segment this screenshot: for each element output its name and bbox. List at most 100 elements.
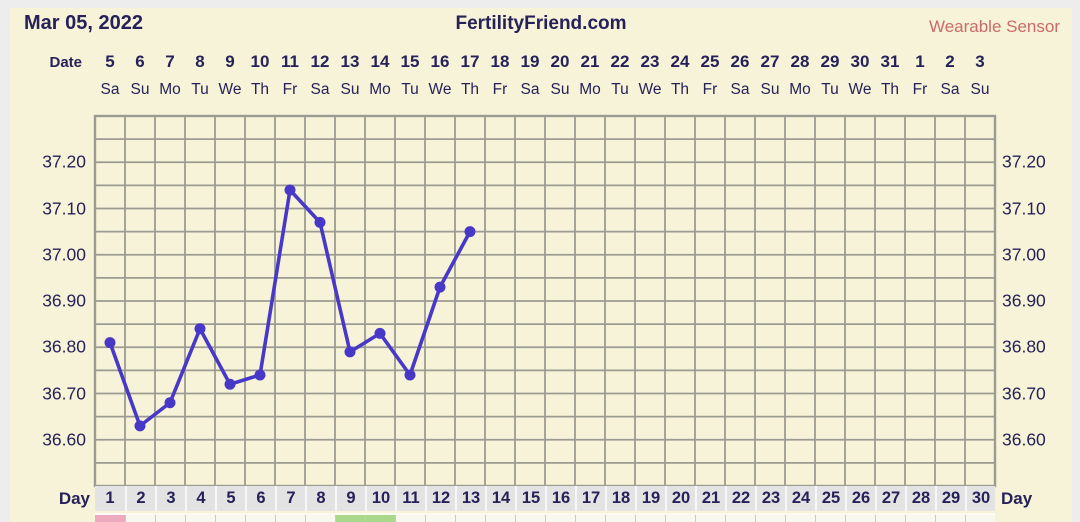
cycle-day-band: 1 2 3 4 5 6 7 8 9 10 11 12 13 14 15 16 17 18 19 20 21 22 23 24 2…: [95, 486, 995, 511]
day-cell[interactable]: 21: [695, 486, 725, 511]
day-cell[interactable]: 12: [425, 486, 455, 511]
phase-cell[interactable]: [275, 515, 305, 522]
day-cell[interactable]: 22: [725, 486, 755, 511]
weekday-label: Fr: [282, 81, 298, 98]
phase-cell[interactable]: [845, 515, 875, 522]
date-label: 18: [490, 52, 510, 71]
day-cell[interactable]: 3: [155, 486, 185, 511]
weekday-label: Mo: [579, 81, 601, 98]
phase-cell[interactable]: [515, 515, 545, 522]
phase-cell[interactable]: [635, 515, 665, 522]
day-cell[interactable]: 30: [965, 486, 995, 511]
day-cell[interactable]: 26: [845, 486, 875, 511]
data-point[interactable]: [314, 216, 326, 228]
phase-cell[interactable]: [185, 515, 215, 522]
phase-cell[interactable]: [365, 515, 395, 522]
day-cell[interactable]: 2: [125, 486, 155, 511]
day-cell[interactable]: 27: [875, 486, 905, 511]
date-label: 24: [670, 52, 690, 71]
weekday-label: Sa: [940, 81, 960, 98]
day-cell[interactable]: 16: [545, 486, 575, 511]
phase-cell[interactable]: [725, 515, 755, 522]
day-cell[interactable]: 18: [605, 486, 635, 511]
day-cell[interactable]: 23: [755, 486, 785, 511]
phase-cell[interactable]: [755, 515, 785, 522]
date-label: 28: [790, 52, 810, 71]
phase-cell[interactable]: [695, 515, 725, 522]
phase-cell[interactable]: [935, 515, 965, 522]
day-cell[interactable]: 10: [365, 486, 395, 511]
data-point[interactable]: [284, 184, 296, 196]
day-cell[interactable]: 19: [635, 486, 665, 511]
data-point[interactable]: [434, 281, 446, 293]
day-cell[interactable]: 7: [275, 486, 305, 511]
site-title: FertilityFriend.com: [455, 13, 627, 34]
phase-cell[interactable]: [455, 515, 485, 522]
phase-cell[interactable]: [785, 515, 815, 522]
day-cell[interactable]: 28: [905, 486, 935, 511]
data-point[interactable]: [404, 369, 416, 381]
y-tick-left: 36.60: [42, 429, 86, 450]
data-point[interactable]: [194, 323, 206, 335]
phase-cell[interactable]: [875, 515, 905, 522]
day-cell[interactable]: 9: [335, 486, 365, 511]
date-label: 16: [430, 52, 450, 71]
date-label: 27: [760, 52, 780, 71]
day-cell[interactable]: 25: [815, 486, 845, 511]
day-cell[interactable]: 11: [395, 486, 425, 511]
weekday-label: We: [428, 81, 452, 98]
phase-cell[interactable]: [245, 515, 275, 522]
data-point[interactable]: [254, 369, 266, 381]
data-point[interactable]: [344, 346, 356, 358]
phase-cell[interactable]: [395, 515, 425, 522]
date-label: 22: [610, 52, 630, 71]
date-label: 10: [250, 52, 270, 71]
phase-cell[interactable]: [965, 515, 995, 522]
date-label: 6: [135, 52, 145, 71]
weekday-label: Su: [130, 81, 150, 98]
day-cell[interactable]: 20: [665, 486, 695, 511]
data-point[interactable]: [164, 397, 176, 409]
phase-cell[interactable]: [95, 515, 125, 522]
phase-cell[interactable]: [425, 515, 455, 522]
day-cell[interactable]: 8: [305, 486, 335, 511]
data-point[interactable]: [224, 378, 236, 390]
phase-cell[interactable]: [215, 515, 245, 522]
date-label: 31: [880, 52, 900, 71]
weekday-label: Tu: [611, 81, 629, 98]
day-cell[interactable]: 15: [515, 486, 545, 511]
data-point[interactable]: [104, 337, 116, 349]
y-tick-right: 37.00: [1002, 244, 1046, 265]
phase-cell[interactable]: [485, 515, 515, 522]
phase-cell[interactable]: [305, 515, 335, 522]
data-point[interactable]: [374, 327, 386, 339]
day-cell[interactable]: 29: [935, 486, 965, 511]
date-label: 19: [520, 52, 540, 71]
data-point[interactable]: [134, 420, 146, 432]
phase-cell[interactable]: [125, 515, 155, 522]
day-cell[interactable]: 1: [105, 489, 115, 507]
sensor-mode-label: Wearable Sensor: [928, 17, 1060, 36]
day-cell[interactable]: 6: [245, 486, 275, 511]
day-cell[interactable]: 13: [455, 486, 485, 511]
weekday-label: We: [638, 81, 662, 98]
phase-cell[interactable]: [665, 515, 695, 522]
date-label: 7: [165, 52, 175, 71]
day-cell[interactable]: 5: [215, 486, 245, 511]
phase-cell[interactable]: [335, 515, 365, 522]
day-cell[interactable]: 4: [185, 486, 215, 511]
day-cell[interactable]: 17: [575, 486, 605, 511]
y-tick-left: 36.90: [42, 290, 86, 311]
day-cell[interactable]: 24: [785, 486, 815, 511]
phase-cell[interactable]: [575, 515, 605, 522]
day-cell[interactable]: 14: [485, 486, 515, 511]
phase-cell[interactable]: [905, 515, 935, 522]
date-label: 11: [281, 52, 299, 71]
day-row-label-left: Day: [58, 489, 90, 508]
phase-cell[interactable]: [605, 515, 635, 522]
phase-cell[interactable]: [155, 515, 185, 522]
phase-cell[interactable]: [545, 515, 575, 522]
phase-cell[interactable]: [815, 515, 845, 522]
data-point[interactable]: [464, 226, 476, 238]
